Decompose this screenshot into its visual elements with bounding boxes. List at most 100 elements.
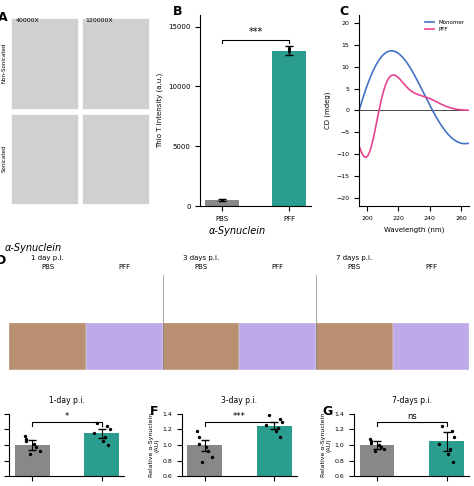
- Bar: [257, 426, 292, 486]
- Bar: [429, 441, 464, 486]
- Point: [367, 437, 375, 445]
- Text: PBS: PBS: [41, 264, 55, 270]
- Point: [447, 445, 454, 453]
- Bar: [392, 323, 469, 370]
- FancyBboxPatch shape: [11, 114, 78, 204]
- Point: [205, 448, 212, 455]
- Point: [263, 421, 270, 429]
- Point: [195, 434, 202, 441]
- Point: [265, 412, 273, 419]
- Bar: [206, 200, 239, 206]
- Text: PFF: PFF: [118, 264, 130, 270]
- Point: [274, 424, 282, 432]
- Point: [285, 47, 293, 55]
- FancyBboxPatch shape: [11, 18, 78, 108]
- Bar: [392, 370, 469, 418]
- Text: 120000X: 120000X: [85, 18, 113, 23]
- Y-axis label: Relative α-Synuclein
(AU): Relative α-Synuclein (AU): [149, 413, 160, 477]
- Text: Sonicated: Sonicated: [1, 145, 7, 172]
- Text: α-Synuclein: α-Synuclein: [5, 243, 62, 253]
- Text: F: F: [150, 404, 158, 417]
- Title: 1-day p.i.: 1-day p.i.: [49, 396, 85, 405]
- FancyBboxPatch shape: [82, 114, 149, 204]
- Point: [278, 418, 286, 426]
- Point: [101, 434, 109, 441]
- Y-axis label: Relative α-Synuclein
(AU): Relative α-Synuclein (AU): [321, 413, 332, 477]
- Point: [371, 448, 379, 455]
- Y-axis label: Thio T Intensity (a.u.): Thio T Intensity (a.u.): [156, 73, 163, 148]
- Point: [272, 427, 280, 435]
- Bar: [187, 445, 222, 486]
- Point: [438, 422, 446, 430]
- Text: PFF: PFF: [425, 264, 437, 270]
- Point: [219, 196, 226, 204]
- Text: PFF: PFF: [272, 264, 284, 270]
- Title: 3-day p.i.: 3-day p.i.: [221, 396, 257, 405]
- Point: [30, 440, 37, 448]
- Point: [367, 439, 375, 447]
- Text: Non-Sonicated: Non-Sonicated: [1, 42, 7, 83]
- Text: α-Synuclein: α-Synuclein: [209, 226, 265, 236]
- Point: [26, 451, 34, 458]
- Bar: [86, 323, 163, 370]
- Point: [100, 437, 107, 445]
- Point: [451, 434, 458, 441]
- Bar: [9, 323, 86, 370]
- Bar: [9, 370, 86, 418]
- Bar: [239, 323, 316, 370]
- Point: [21, 432, 28, 440]
- Point: [276, 434, 284, 441]
- Bar: [15, 445, 50, 486]
- Bar: [360, 445, 394, 486]
- Point: [285, 46, 293, 53]
- Bar: [163, 323, 239, 370]
- Point: [377, 443, 384, 451]
- Text: 3 days p.i.: 3 days p.i.: [183, 255, 219, 260]
- Bar: [239, 370, 316, 418]
- Point: [208, 453, 216, 461]
- Point: [448, 427, 456, 435]
- Point: [103, 422, 111, 430]
- Point: [449, 458, 456, 466]
- Bar: [84, 434, 119, 486]
- Text: G: G: [322, 404, 332, 417]
- Point: [219, 196, 226, 204]
- Point: [366, 435, 374, 443]
- Point: [195, 440, 202, 448]
- Text: 7 days p.i.: 7 days p.i.: [336, 255, 373, 260]
- Point: [445, 451, 452, 458]
- Text: D: D: [0, 254, 6, 267]
- Text: PBS: PBS: [194, 264, 208, 270]
- FancyBboxPatch shape: [82, 18, 149, 108]
- Point: [32, 443, 40, 451]
- Text: 1 day p.i.: 1 day p.i.: [31, 255, 64, 260]
- Point: [202, 443, 210, 451]
- Title: 7-days p.i.: 7-days p.i.: [392, 396, 432, 405]
- Text: A: A: [0, 11, 8, 24]
- Bar: [316, 370, 392, 418]
- Point: [90, 430, 98, 437]
- Point: [23, 435, 30, 443]
- Point: [104, 441, 112, 449]
- Point: [219, 196, 226, 204]
- Text: ns: ns: [407, 412, 417, 421]
- Bar: [316, 323, 392, 370]
- Point: [375, 441, 383, 449]
- Point: [381, 445, 388, 453]
- Legend: Monomer, PFF: Monomer, PFF: [423, 17, 466, 35]
- X-axis label: Wavelength (nm): Wavelength (nm): [384, 226, 444, 233]
- Text: ***: ***: [233, 412, 246, 421]
- Point: [93, 419, 101, 427]
- Text: PBS: PBS: [348, 264, 361, 270]
- Bar: [163, 370, 239, 418]
- Bar: [272, 51, 306, 206]
- Point: [36, 448, 44, 455]
- Point: [23, 437, 30, 445]
- Text: 40000X: 40000X: [16, 18, 40, 23]
- Point: [219, 196, 226, 204]
- Point: [435, 440, 442, 448]
- Bar: [86, 370, 163, 418]
- Point: [106, 426, 113, 434]
- Text: ***: ***: [248, 27, 263, 37]
- Point: [285, 44, 293, 52]
